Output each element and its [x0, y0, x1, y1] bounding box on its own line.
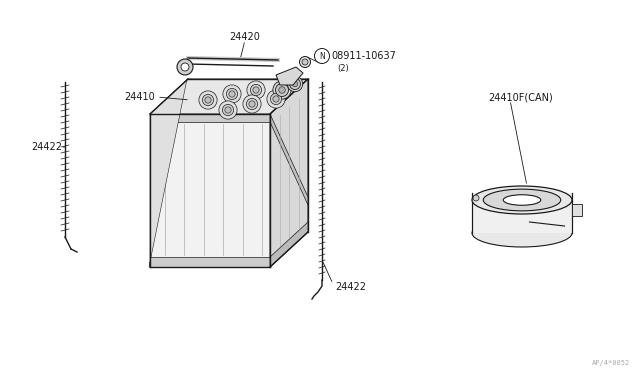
- Polygon shape: [150, 79, 308, 114]
- Polygon shape: [149, 79, 188, 267]
- Polygon shape: [270, 114, 308, 205]
- Polygon shape: [276, 67, 303, 85]
- Circle shape: [279, 87, 285, 93]
- Polygon shape: [150, 257, 270, 267]
- Polygon shape: [270, 79, 308, 267]
- Circle shape: [300, 57, 310, 67]
- Circle shape: [205, 97, 211, 103]
- Circle shape: [250, 84, 262, 96]
- Circle shape: [273, 96, 279, 102]
- Circle shape: [292, 81, 298, 87]
- Circle shape: [181, 63, 189, 71]
- Text: 24410F(CAN): 24410F(CAN): [488, 92, 553, 102]
- Ellipse shape: [472, 219, 572, 247]
- Circle shape: [246, 99, 258, 110]
- Text: 24420: 24420: [230, 32, 260, 42]
- Ellipse shape: [503, 195, 541, 205]
- Circle shape: [202, 94, 214, 106]
- Circle shape: [314, 48, 330, 64]
- Circle shape: [267, 90, 285, 108]
- Circle shape: [177, 59, 193, 75]
- Polygon shape: [472, 193, 572, 233]
- Circle shape: [223, 105, 234, 116]
- Circle shape: [302, 59, 308, 65]
- Circle shape: [249, 101, 255, 107]
- Circle shape: [270, 93, 282, 105]
- Text: N: N: [319, 51, 325, 61]
- Polygon shape: [150, 114, 270, 267]
- Text: 24422: 24422: [31, 142, 62, 152]
- Polygon shape: [270, 222, 308, 267]
- Circle shape: [223, 85, 241, 103]
- Text: AP/4*0052: AP/4*0052: [592, 360, 630, 366]
- Circle shape: [273, 81, 291, 99]
- Text: 24422: 24422: [335, 282, 366, 292]
- Circle shape: [247, 81, 265, 99]
- Text: 08911-10637: 08911-10637: [331, 51, 396, 61]
- Circle shape: [227, 89, 237, 100]
- Circle shape: [275, 83, 289, 96]
- Text: (2): (2): [337, 64, 349, 73]
- Ellipse shape: [472, 186, 572, 214]
- Circle shape: [229, 91, 235, 97]
- Circle shape: [199, 91, 217, 109]
- Circle shape: [219, 101, 237, 119]
- Text: 24410: 24410: [124, 92, 155, 102]
- Circle shape: [287, 76, 303, 92]
- Circle shape: [253, 87, 259, 93]
- Circle shape: [289, 78, 301, 90]
- Polygon shape: [572, 204, 582, 216]
- Polygon shape: [150, 114, 270, 122]
- Circle shape: [243, 95, 261, 113]
- Circle shape: [225, 107, 231, 113]
- Ellipse shape: [483, 189, 561, 211]
- Circle shape: [473, 195, 479, 201]
